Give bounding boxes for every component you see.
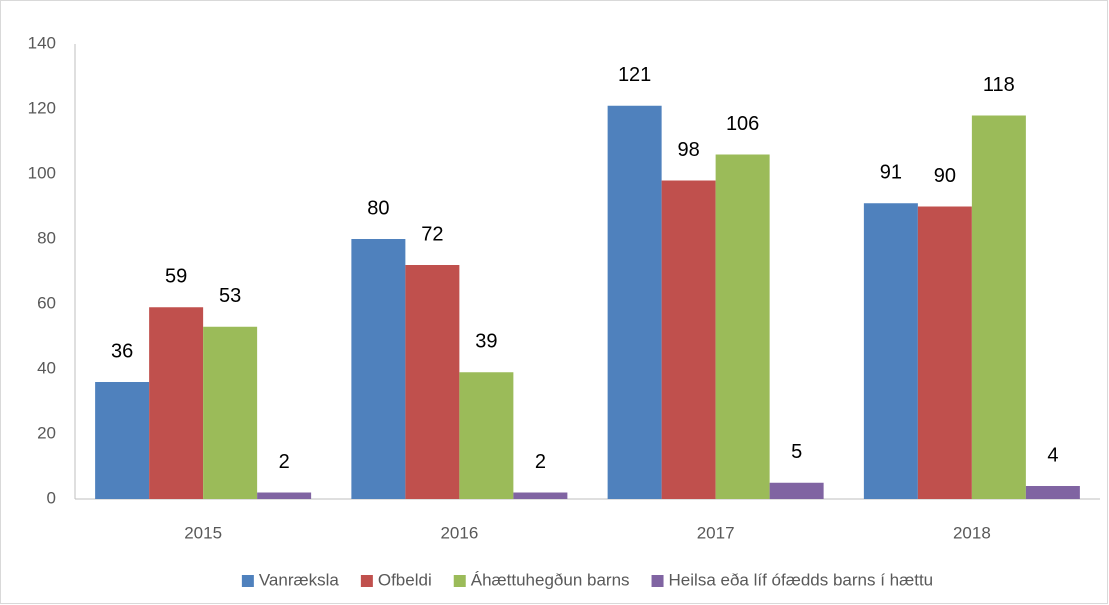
bar: [95, 382, 150, 499]
legend-label: Ofbeldi: [378, 570, 432, 589]
y-tick-label: 20: [37, 423, 56, 442]
bar: [149, 307, 204, 499]
x-tick-label: 2016: [440, 523, 478, 542]
data-label: 59: [165, 266, 187, 288]
legend-label: Vanræksla: [259, 570, 340, 589]
data-label: 80: [367, 197, 389, 219]
bar: [459, 372, 514, 499]
x-tick-label: 2017: [697, 523, 735, 542]
bar: [715, 154, 770, 499]
y-tick-label: 100: [28, 163, 56, 182]
data-label: 5: [791, 441, 802, 463]
data-label: 2: [535, 451, 546, 473]
x-tick-label: 2018: [953, 523, 991, 542]
bar: [203, 326, 258, 499]
bar: [971, 115, 1026, 499]
legend-swatch: [241, 575, 254, 587]
y-tick-label: 140: [28, 33, 56, 52]
bar: [607, 105, 662, 499]
legend-swatch: [453, 575, 466, 587]
bar: [405, 265, 460, 499]
legend-label: Áhættuhegðun barns: [471, 570, 630, 589]
y-tick-label: 60: [37, 293, 56, 312]
data-label: 98: [678, 139, 700, 161]
data-label: 36: [111, 340, 133, 362]
data-label: 106: [726, 113, 759, 135]
bar: [1025, 486, 1080, 499]
y-tick-label: 40: [37, 358, 56, 377]
bar: [863, 203, 918, 499]
legend-swatch: [651, 575, 664, 587]
data-label: 72: [421, 223, 443, 245]
data-label: 2: [279, 451, 290, 473]
y-tick-label: 80: [37, 228, 56, 247]
bar: [257, 492, 312, 499]
data-label: 91: [880, 162, 902, 184]
legend-label: Heilsa eða líf ófædds barns í hættu: [669, 570, 934, 589]
data-label: 121: [618, 64, 651, 86]
data-label: 39: [475, 331, 497, 353]
bar: [769, 482, 824, 499]
data-label: 4: [1047, 444, 1058, 466]
x-tick-label: 2015: [184, 523, 222, 542]
data-label: 53: [219, 285, 241, 307]
y-tick-label: 0: [47, 488, 56, 507]
legend-swatch: [360, 575, 373, 587]
bar: [513, 492, 568, 499]
y-tick-label: 120: [28, 98, 56, 117]
bar: [661, 180, 716, 499]
data-label: 118: [983, 74, 1015, 96]
data-label: 90: [934, 165, 956, 187]
bar: [351, 239, 406, 499]
bar: [917, 206, 972, 499]
